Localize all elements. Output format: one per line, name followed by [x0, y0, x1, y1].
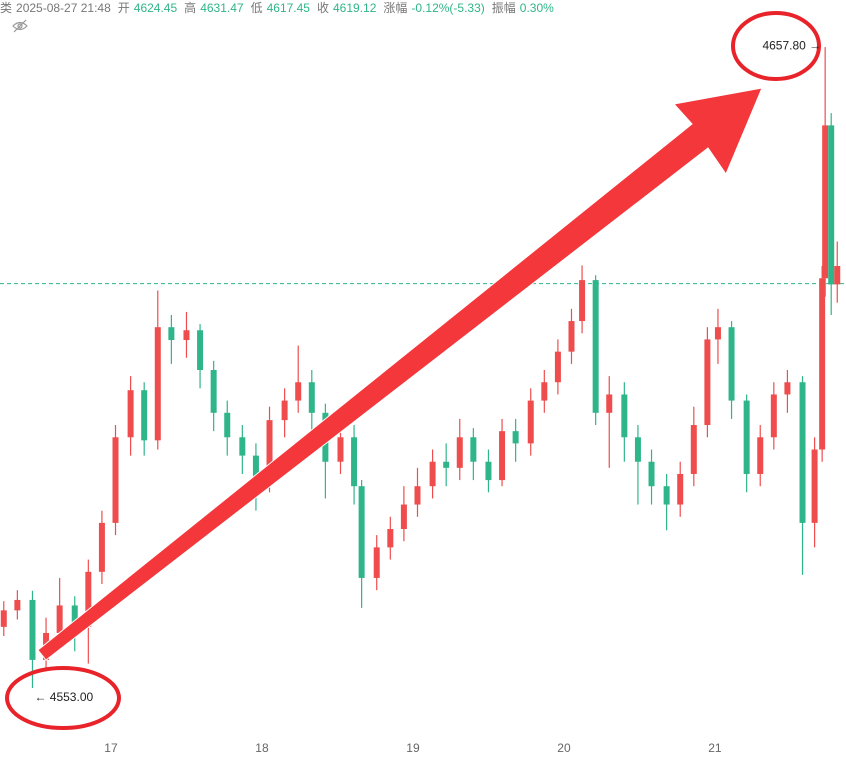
candle-body [29, 599, 36, 660]
header-value: 4631.47 [200, 1, 244, 15]
candle-body [634, 437, 641, 462]
candle-body [154, 327, 161, 441]
candle-body [281, 400, 288, 421]
candle-body [648, 461, 655, 487]
candle-body [714, 327, 721, 340]
annotation-arrow [37, 87, 763, 661]
candle-body [308, 382, 315, 413]
candle-body [677, 473, 684, 505]
candle-body [429, 461, 436, 487]
candle-body [828, 125, 835, 285]
candle-body [470, 437, 477, 462]
header-value: 4619.12 [333, 1, 377, 15]
candle-body [443, 461, 450, 468]
header-label: 类 [0, 1, 12, 15]
x-tick-label: 19 [406, 741, 420, 755]
candle-body [690, 425, 697, 474]
header-value: 2025-08-27 21:48 [16, 1, 111, 15]
candle-body [387, 529, 394, 548]
candle-body [400, 504, 407, 530]
price-annotation: ← 4553.00 [34, 690, 93, 704]
header-label: 收 [317, 1, 329, 15]
candle-body [728, 327, 735, 401]
candle-body [621, 394, 628, 438]
candle-body [606, 394, 613, 413]
candle-body [704, 339, 711, 426]
candle-body [98, 522, 105, 572]
candle-body [799, 382, 806, 523]
x-tick-label: 21 [708, 741, 722, 755]
candle-body [141, 390, 148, 441]
x-tick-label: 18 [255, 741, 269, 755]
candle-body [112, 437, 119, 523]
candle-body [554, 351, 561, 383]
candle-body [541, 382, 548, 401]
candle-body [743, 400, 750, 474]
candle-body [456, 437, 463, 468]
header-label: 振幅 [492, 0, 516, 15]
candle-body [527, 400, 534, 444]
candle-body [784, 382, 791, 395]
candle-body [337, 437, 344, 462]
candle-body [834, 266, 841, 285]
candle-body [663, 486, 670, 505]
candle-body [770, 394, 777, 438]
price-annotation: 4657.80 → [762, 38, 821, 52]
candle-body [822, 125, 829, 279]
candle-body [197, 330, 204, 370]
candle-body [168, 327, 175, 341]
plot-area [0, 47, 846, 689]
candle-body [811, 449, 818, 523]
header-value: -0.12%(-5.33) [411, 1, 484, 15]
candle-body [373, 547, 380, 578]
candle-body [414, 486, 421, 505]
candle-body [252, 455, 259, 481]
candle-body [757, 437, 764, 474]
candle-body [210, 370, 217, 413]
x-tick-label: 20 [557, 741, 571, 755]
candle-body [512, 431, 519, 444]
candle-body [224, 412, 231, 438]
candle-body [14, 599, 21, 611]
header-value: 0.30% [520, 1, 554, 15]
candle-body [485, 461, 492, 481]
candle-body [568, 321, 575, 352]
eye-icon [12, 19, 28, 33]
x-tick-label: 17 [104, 741, 118, 755]
candle-body [819, 278, 826, 450]
candle-body [183, 330, 190, 341]
ohlc-header: 类 2025-08-27 21:48 开 4624.45 高 4631.47 低 4617.4… [0, 0, 554, 15]
candle-body [127, 390, 134, 438]
header-label: 开 [118, 1, 130, 15]
candle-body [0, 610, 7, 627]
highlight-ellipse [5, 666, 121, 730]
candle-body [266, 420, 273, 481]
candle-body [351, 437, 358, 487]
header-label: 高 [184, 0, 196, 15]
highlight-ellipse [731, 11, 821, 81]
header-value: 4617.45 [267, 1, 311, 15]
candle-body [85, 571, 92, 627]
candle-body [295, 382, 302, 401]
candle-body [579, 280, 586, 322]
candle-body [71, 605, 78, 627]
candle-body [239, 437, 246, 456]
candle-body [592, 280, 599, 413]
candle-body [56, 605, 63, 633]
header-label: 涨幅 [383, 0, 407, 15]
candle-body [358, 486, 365, 578]
candle-body [499, 431, 506, 481]
header-value: 4624.45 [134, 1, 178, 15]
header-label: 低 [251, 1, 263, 15]
